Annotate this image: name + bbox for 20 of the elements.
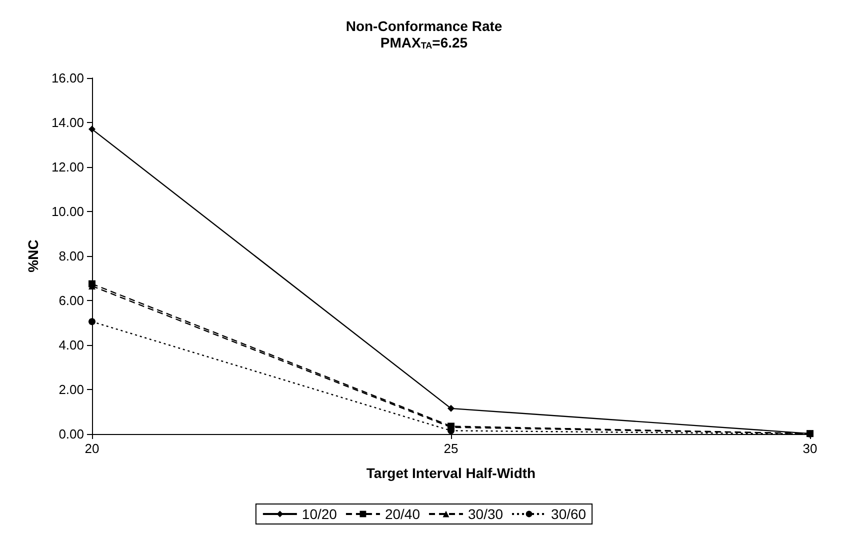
chart-subtitle: PMAXTA=6.25 [380, 34, 468, 50]
x-tick-label: 20 [84, 441, 100, 456]
legend-label: 20/40 [384, 506, 420, 522]
legend-label: 30/60 [551, 506, 586, 522]
y-tick-label: 14.00 [51, 115, 84, 130]
y-tick-label: 8.00 [58, 248, 84, 264]
y-tick-label: 16.00 [51, 70, 84, 86]
y-tick-label: 2.00 [58, 382, 84, 397]
y-tick-label: 12.00 [51, 160, 84, 174]
legend-label: 10/20 [302, 506, 338, 522]
legend-label: 30/30 [468, 506, 504, 522]
y-tick-label: 6.00 [58, 293, 84, 308]
y-axis-title: %NC [25, 240, 41, 272]
chart-title: Non-Conformance Rate [346, 18, 502, 34]
y-tick-label: 4.00 [58, 338, 84, 352]
x-tick-label: 30 [802, 441, 818, 456]
x-axis-title: Target Interval Half-Width [366, 465, 536, 481]
x-tick-label: 25 [444, 441, 458, 456]
y-tick-label: 0.00 [58, 426, 84, 442]
y-tick-label: 10.00 [51, 204, 84, 219]
